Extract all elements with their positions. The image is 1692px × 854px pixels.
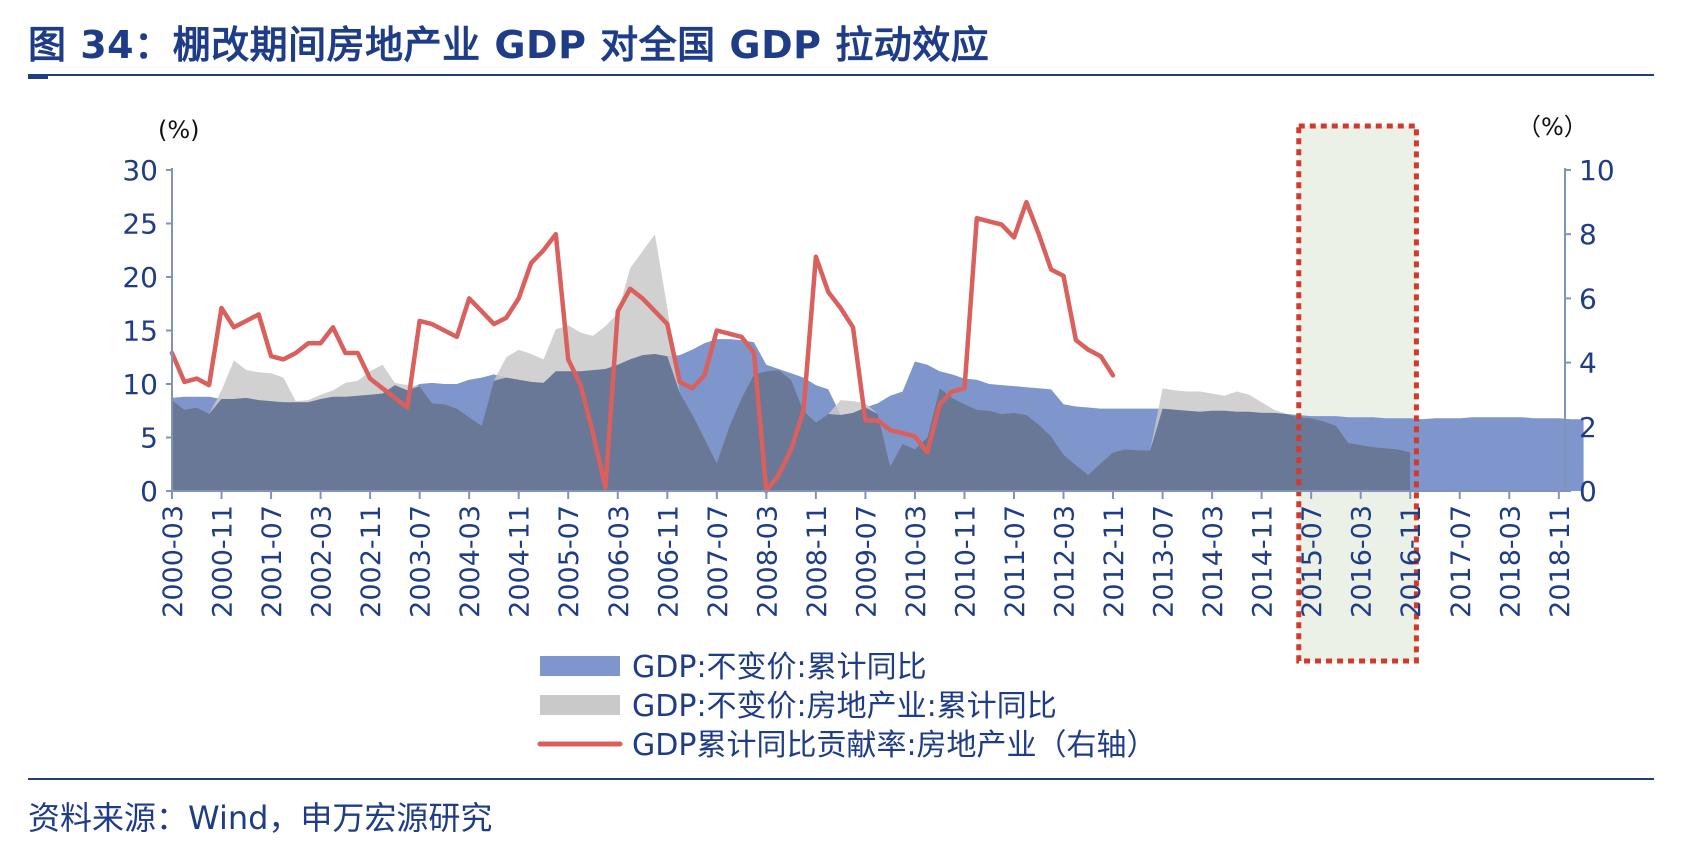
legend-swatch-realestate: [540, 695, 620, 715]
x-tick-label: 2004-03: [455, 505, 486, 618]
x-tick-label: 2010-03: [901, 505, 932, 618]
x-tick-label: 2005-07: [554, 505, 585, 618]
highlight-layer: [1298, 126, 1417, 661]
x-tick-label: 2011-07: [1000, 505, 1031, 618]
x-tick-label: 2015-07: [1297, 505, 1328, 618]
x-tick-label: 2016-03: [1347, 505, 1378, 618]
left-tick-label: 10: [122, 368, 158, 401]
title-divider: [28, 74, 1654, 76]
x-tick-label: 2006-03: [604, 505, 635, 618]
source-divider: [28, 778, 1654, 780]
chart-canvas: 0 5 10 15 20 25 30 0 2 4 6 8 10 (%) （%） 2000-03 2000-11 2…: [122, 113, 1614, 763]
highlight-border: [1296, 123, 1419, 664]
figure-title: 图 34：棚改期间房地产业 GDP 对全国 GDP 拉动效应: [28, 23, 990, 67]
left-tick-label: 5: [140, 422, 158, 455]
x-tick-label: 2002-03: [307, 505, 338, 618]
right-tick-label: 6: [1579, 282, 1597, 315]
area-layer: [172, 234, 1584, 491]
highlight-band: [1298, 126, 1417, 661]
source-note: 资料来源：Wind，申万宏源研究: [28, 799, 493, 837]
x-tick-label: 2014-11: [1248, 505, 1279, 618]
legend-label: GDP:不变价:累计同比: [632, 650, 927, 685]
x-tick-label: 2004-11: [505, 505, 536, 618]
x-tick-label: 2013-07: [1149, 505, 1180, 618]
right-tick-label: 8: [1579, 218, 1597, 251]
x-tick-label: 2001-07: [257, 505, 288, 618]
left-tick-label: 25: [122, 208, 158, 241]
legend-swatch-gdp: [540, 656, 620, 676]
x-tick-label: 2018-03: [1495, 505, 1526, 618]
right-tick-label: 0: [1579, 475, 1597, 508]
x-tick-label: 2014-03: [1198, 505, 1229, 618]
x-tick-label: 2016-11: [1396, 505, 1427, 618]
left-tick-label: 0: [140, 475, 158, 508]
left-tick-label: 30: [122, 154, 158, 187]
x-tick-label: 2018-11: [1545, 505, 1576, 618]
right-tick-label: 2: [1579, 411, 1597, 444]
x-tick-label: 2012-03: [1050, 505, 1081, 618]
x-tick-label: 2000-11: [208, 505, 239, 618]
contribution-line: [169, 199, 1116, 494]
x-tick-label: 2006-11: [653, 505, 684, 618]
x-tick-label: 2008-03: [752, 505, 783, 618]
legend-label: GDP:不变价:房地产业:累计同比: [632, 689, 1057, 724]
left-tick-label: 15: [122, 315, 158, 348]
x-tick-label: 2017-07: [1446, 505, 1477, 618]
axis-layer: 0 5 10 15 20 25 30 0 2 4 6 8 10 (%) （%） 2000-03 2000-11 2…: [122, 113, 1614, 618]
x-tick-label: 2012-11: [1099, 505, 1130, 618]
right-tick-label: 10: [1579, 154, 1615, 187]
x-tick-label: 2002-11: [356, 505, 387, 618]
left-tick-label: 20: [122, 261, 158, 294]
right-unit-label: （%）: [1517, 113, 1588, 141]
right-tick-label: 4: [1579, 347, 1597, 380]
left-unit-label: (%): [158, 116, 200, 144]
title-divider-tick: [28, 76, 48, 79]
x-tick-label: 2010-11: [951, 505, 982, 618]
line-layer: [169, 123, 1419, 664]
legend-label: GDP累计同比贡献率:房地产业（右轴）: [632, 728, 1157, 763]
x-tick-label: 2000-03: [158, 505, 189, 618]
x-tick-label: 2008-11: [802, 505, 833, 618]
x-tick-label: 2007-07: [703, 505, 734, 618]
x-tick-label: 2003-07: [406, 505, 437, 618]
overlap-area: [172, 354, 1411, 491]
legend-layer: GDP:不变价:累计同比 GDP:不变价:房地产业:累计同比 GDP累计同比贡献率:…: [537, 650, 1157, 763]
x-tick-label: 2009-07: [851, 505, 882, 618]
